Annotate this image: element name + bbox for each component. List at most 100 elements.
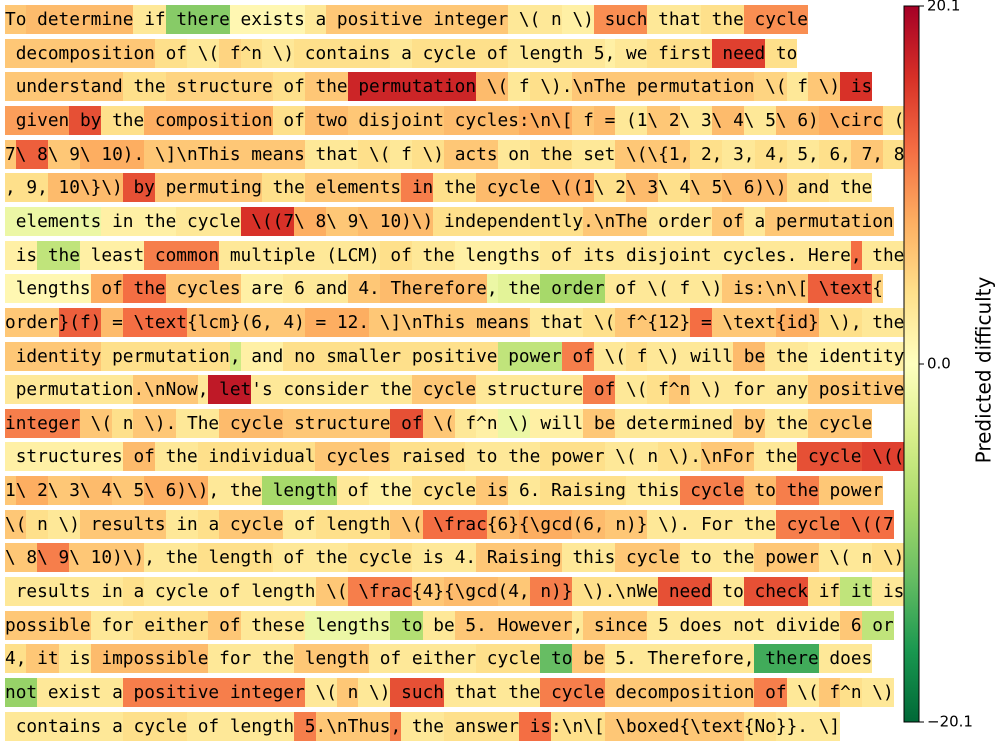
text-line: order}(f) = \text{lcm}(6, 4) = 12. \]\nT… [5,307,905,337]
token: cycle [615,543,680,573]
token: be [422,610,455,640]
token: \ 10). [79,139,145,169]
text-line: identity permutation, and no smaller pos… [5,341,905,371]
token: to [390,610,423,640]
token: \ 3 [47,476,80,506]
token: (1 [615,105,648,135]
token: \) [358,678,391,707]
token: of [336,476,370,506]
token: will [529,408,584,438]
token: by [733,408,766,438]
token: length [315,509,391,539]
token: 2, [690,139,723,169]
token: \) [861,678,894,707]
token: f [626,341,648,371]
token: {No [743,711,776,741]
token: , [390,711,402,741]
token: {lcm [187,307,230,337]
token: \ 2 [15,476,48,506]
token: (6, [572,509,605,539]
token: smaller [315,341,402,371]
token: \ 10)\) [69,543,145,573]
token: , [208,476,220,506]
token: a [101,711,123,741]
token: of [283,509,316,539]
token: the [101,105,145,135]
token: \ 5 [743,105,776,135]
token: length [197,543,273,573]
token: there [165,5,230,34]
token: \). [133,408,177,438]
token: , [486,274,498,304]
token: by [122,173,155,203]
token: 6, [818,139,851,169]
token: 4. [443,543,477,573]
token: possible [5,610,91,640]
token: , [144,543,155,573]
token: \( [604,442,637,472]
token: \( [818,543,851,573]
token: {\gcd [443,577,498,607]
token: to [679,543,712,573]
token: of [187,711,220,741]
token: the [765,341,809,371]
token: the [497,274,541,304]
token: permutation [625,72,755,102]
token: \nFor [700,442,755,472]
token: the [154,442,198,472]
token: 4) [272,307,305,337]
token: determined [615,408,734,438]
token: \ 4 [711,105,744,135]
token: However [486,610,573,640]
token: structure [476,375,584,405]
token: ^n [240,38,262,68]
token: :\n\[ [518,105,573,135]
token: these [240,610,305,640]
token: 7, [850,139,883,169]
token: \nThe [572,72,626,102]
token: of [379,240,412,270]
token: that [444,678,498,707]
token: such [593,5,648,34]
token: be [733,341,766,371]
text-line: , 9, 10\}\) by permuting the elements in… [5,173,873,203]
token: does [818,644,873,674]
token: if [133,5,166,34]
token: \ 5 [112,476,145,506]
text-line: lengths of the cycles are 6 and 4. There… [5,274,883,304]
token: f [219,38,241,68]
token: { [872,274,883,304]
token: . [786,240,798,270]
token: \( [508,5,541,34]
token: ^n [668,375,691,405]
token: , [743,644,755,674]
token: there [754,644,819,674]
token: is [722,274,755,304]
token: structure [165,72,273,102]
token: power [497,341,562,371]
token: \). [529,72,573,102]
token: to [540,644,573,674]
token: for [90,610,134,640]
token: the [122,274,166,304]
token: \(\{1, [615,139,691,169]
token: in [90,577,123,607]
token: , [604,38,616,68]
token: \). [658,442,701,472]
token: \) [808,72,841,102]
token: decomposition [5,38,155,68]
token: the [304,543,348,573]
text-line: permutation.\nNow, let's consider the cy… [5,375,905,405]
colorbar-label: Predicted difficulty [972,276,996,463]
token: = [593,105,616,135]
token: {\gcd [518,509,573,539]
token: \ 8 [5,543,38,573]
token: it [840,577,873,607]
token: \ 6)\) [722,173,787,203]
token: \ 3 [679,105,712,135]
token: 6. [508,476,541,506]
token: two [304,105,348,135]
token: the [765,408,809,438]
token: the [497,678,541,707]
token: to [711,577,744,607]
